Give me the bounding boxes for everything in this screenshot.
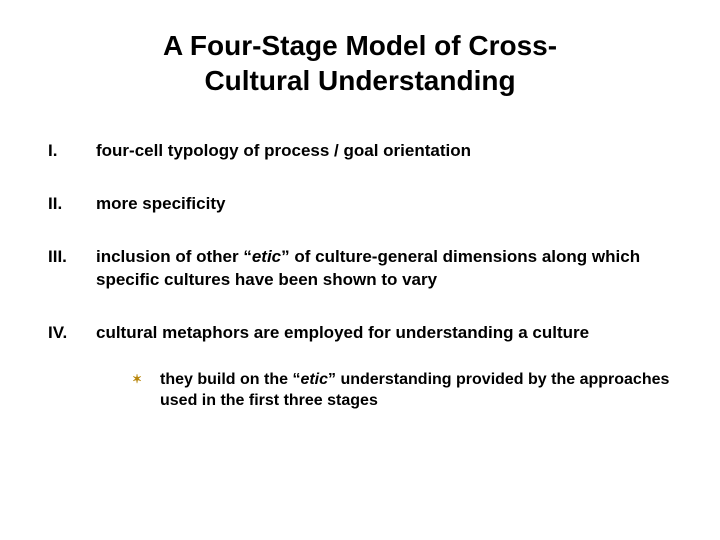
title-line-1: A Four-Stage Model of Cross- (163, 30, 557, 61)
roman-numeral: III. (48, 246, 96, 269)
sub-list: ✶ they build on the “etic” understanding… (132, 369, 672, 412)
item-text: inclusion of other “etic” of culture-gen… (96, 246, 672, 292)
stage-list: I. four-cell typology of process / goal … (48, 140, 672, 345)
slide-title: A Four-Stage Model of Cross- Cultural Un… (48, 28, 672, 98)
list-item: IV. cultural metaphors are employed for … (48, 322, 672, 345)
roman-numeral: I. (48, 140, 96, 163)
sub-em: etic (300, 371, 328, 388)
roman-numeral: IV. (48, 322, 96, 345)
item-em: etic (252, 247, 281, 266)
star-icon: ✶ (132, 369, 160, 391)
item-pre: inclusion of other “ (96, 247, 252, 266)
item-text: cultural metaphors are employed for unde… (96, 322, 672, 345)
list-item: III. inclusion of other “etic” of cultur… (48, 246, 672, 292)
item-text: four-cell typology of process / goal ori… (96, 140, 672, 163)
title-line-2: Cultural Understanding (204, 65, 515, 96)
sub-text: they build on the “etic” understanding p… (160, 369, 672, 412)
sub-pre: they build on the “ (160, 371, 300, 388)
item-text: more specificity (96, 193, 672, 216)
list-item: II. more specificity (48, 193, 672, 216)
roman-numeral: II. (48, 193, 96, 216)
list-item: I. four-cell typology of process / goal … (48, 140, 672, 163)
sub-item: ✶ they build on the “etic” understanding… (132, 369, 672, 412)
